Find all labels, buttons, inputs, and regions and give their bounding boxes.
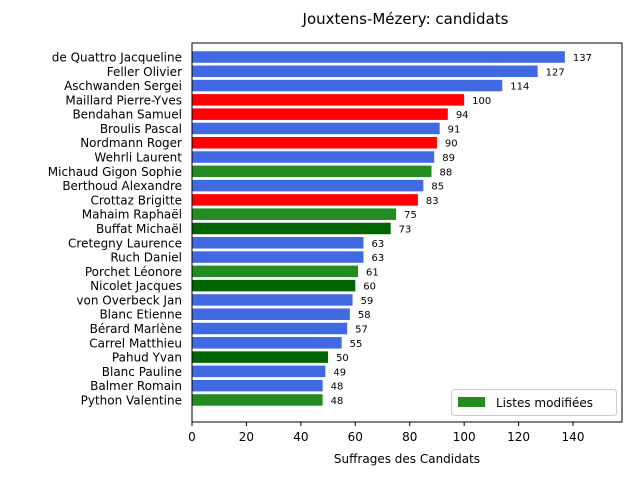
bar — [192, 136, 437, 149]
category-label: de Quattro Jacqueline — [52, 51, 182, 65]
bar — [192, 194, 418, 206]
value-label: 63 — [371, 239, 384, 250]
bar — [192, 237, 364, 249]
value-label: 127 — [546, 67, 565, 78]
category-label: Carrel Matthieu — [89, 336, 182, 350]
category-label: Maillard Pierre-Yves — [65, 93, 182, 107]
value-label: 94 — [456, 110, 469, 121]
category-label: Buffat Michaël — [96, 222, 182, 236]
x-tick-label: 40 — [293, 430, 308, 444]
bar — [192, 379, 323, 392]
category-label: Berthoud Alexandre — [62, 179, 182, 193]
bar — [192, 308, 350, 320]
category-label: Blanc Pauline — [102, 365, 182, 379]
value-label: 58 — [358, 310, 371, 321]
bar — [192, 179, 424, 192]
value-label: 55 — [350, 339, 363, 350]
x-tick-label: 120 — [507, 430, 530, 444]
category-label: Nordmann Roger — [80, 136, 182, 150]
x-tick-label: 0 — [188, 430, 196, 444]
x-axis-label: Suffrages des Candidats — [334, 452, 480, 466]
value-label: 59 — [361, 296, 374, 307]
value-label: 100 — [472, 96, 491, 107]
value-label: 137 — [573, 53, 592, 64]
category-label: Ruch Daniel — [110, 251, 182, 265]
category-label: Broulis Pascal — [100, 122, 182, 136]
category-label: Balmer Romain — [90, 379, 182, 393]
bar — [192, 94, 465, 106]
legend-label: Listes modifiées — [496, 396, 593, 410]
bar — [192, 222, 391, 235]
bar — [192, 208, 397, 220]
category-label: Feller Olivier — [107, 65, 182, 79]
legend-swatch — [458, 397, 485, 407]
bar — [192, 294, 353, 306]
category-label: Cretegny Laurence — [68, 236, 182, 250]
category-label: Wehrli Laurent — [94, 151, 182, 165]
bar — [192, 108, 448, 120]
value-label: 48 — [331, 396, 344, 407]
value-label: 83 — [426, 196, 439, 207]
bar — [192, 394, 323, 406]
bar — [192, 322, 348, 335]
category-label: Pahud Yvan — [112, 351, 182, 365]
category-label: Bendahan Samuel — [72, 108, 182, 122]
value-label: 89 — [442, 153, 455, 164]
value-label: 85 — [431, 182, 444, 193]
category-label: Aschwanden Sergei — [64, 79, 182, 93]
bar — [192, 65, 538, 78]
bar — [192, 265, 359, 278]
bars-group — [192, 51, 565, 406]
value-label: 61 — [366, 267, 379, 278]
value-label: 114 — [510, 82, 529, 93]
x-tick-label: 140 — [562, 430, 585, 444]
bar — [192, 122, 440, 135]
value-label: 50 — [336, 353, 349, 364]
category-label: Porchet Léonore — [85, 265, 182, 279]
x-tick-label: 60 — [348, 430, 363, 444]
bar — [192, 151, 435, 163]
bar — [192, 337, 342, 349]
bar — [192, 365, 326, 378]
legend-frame — [451, 389, 617, 416]
value-label: 48 — [331, 382, 344, 393]
bar — [192, 165, 432, 178]
value-label: 90 — [445, 139, 458, 150]
value-label: 57 — [355, 325, 368, 336]
value-label: 75 — [404, 210, 417, 221]
x-tick-label: 80 — [402, 430, 417, 444]
x-axis: 0 20 40 60 80 100 120 140 — [188, 422, 584, 444]
bar — [192, 51, 565, 63]
bar — [192, 79, 503, 92]
category-label: Mahaim Raphaël — [82, 208, 182, 222]
value-label: 49 — [333, 367, 346, 378]
value-label: 91 — [448, 124, 461, 135]
category-label: Michaud Gigon Sophie — [48, 165, 182, 179]
value-label: 88 — [439, 167, 452, 178]
x-tick-label: 20 — [239, 430, 254, 444]
bar — [192, 251, 364, 263]
category-label: Crottaz Brigitte — [90, 193, 182, 207]
value-label: 73 — [399, 224, 412, 235]
plot-frame — [191, 42, 623, 423]
legend: Listes modifiées — [451, 389, 617, 416]
x-tick-label: 100 — [453, 430, 476, 444]
bar — [192, 351, 329, 363]
category-label: Nicolet Jacques — [90, 279, 182, 293]
value-label: 63 — [371, 253, 384, 264]
bar — [192, 279, 356, 292]
category-label: Bérard Marlène — [90, 322, 182, 336]
value-label: 60 — [363, 282, 376, 293]
category-label: Python Valentine — [81, 393, 182, 407]
category-label: von Overbeck Jan — [76, 293, 182, 307]
chart-title: Jouxtens-Mézery: candidats — [302, 10, 509, 28]
category-label: Blanc Etienne — [99, 308, 182, 322]
